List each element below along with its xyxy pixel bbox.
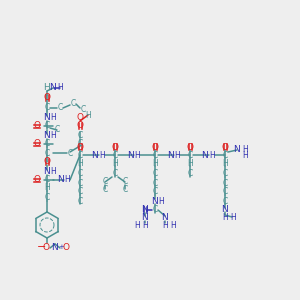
Text: N: N [202,151,208,160]
Text: C: C [222,178,228,188]
Text: C: C [77,188,83,196]
Text: C: C [54,125,60,134]
Text: C: C [188,169,193,178]
Text: O: O [62,244,70,253]
Text: H: H [242,146,248,154]
Text: H: H [222,158,228,167]
Text: N: N [222,206,228,214]
Text: C: C [122,178,128,187]
Text: H: H [142,220,148,230]
Text: H: H [209,151,215,160]
Text: O: O [43,244,50,253]
Text: H: H [242,152,248,160]
Text: H: H [77,158,83,167]
Text: H: H [230,212,236,221]
Text: N: N [44,167,50,176]
Text: H: H [85,110,91,119]
Text: H: H [50,131,56,140]
Text: C: C [112,169,118,178]
Text: C: C [222,169,228,178]
Text: H: H [187,158,193,167]
Text: H: H [162,220,168,230]
Text: N: N [50,83,56,92]
Text: O: O [76,142,83,152]
Text: H: H [57,83,63,92]
Text: N: N [162,214,168,223]
Text: O: O [187,142,194,152]
Text: H: H [112,158,118,167]
Text: O: O [221,142,229,152]
Text: C: C [77,130,83,140]
Text: C: C [152,169,158,178]
Text: N: N [92,151,98,160]
Text: N: N [57,176,63,184]
Text: H: H [44,83,50,92]
Text: C: C [122,184,128,194]
Text: O: O [152,142,158,152]
Text: C: C [80,106,86,115]
Text: C: C [152,206,158,214]
Text: N: N [127,151,134,160]
Text: C: C [152,178,158,188]
Text: C: C [102,178,108,187]
Text: C: C [222,151,228,160]
Text: C: C [222,188,228,196]
Text: N: N [142,214,148,223]
Text: C: C [77,169,83,178]
Text: C: C [77,178,83,188]
Text: H: H [99,151,105,160]
Text: H: H [170,220,176,230]
Text: C: C [112,151,118,160]
Text: H: H [50,167,56,176]
Text: N: N [44,131,50,140]
Text: O: O [44,94,50,103]
Text: H: H [44,184,50,193]
Text: C: C [77,151,83,160]
Text: C: C [44,140,50,148]
Text: C: C [44,103,50,112]
Text: N: N [234,146,240,154]
Text: C: C [152,188,158,196]
Text: C: C [68,148,73,158]
Text: C: C [188,151,193,160]
Text: H: H [158,196,164,206]
Text: O: O [76,113,83,122]
Text: H: H [222,212,228,221]
Text: C: C [57,103,63,112]
Text: C: C [222,196,228,206]
Text: C: C [44,194,50,202]
Text: C: C [44,122,50,130]
Text: O: O [34,140,40,148]
Text: C: C [77,139,83,148]
Text: H: H [152,158,158,167]
Text: C: C [70,100,76,109]
Text: O: O [34,122,40,130]
Text: C: C [44,176,50,184]
Text: O: O [112,142,118,152]
Text: H: H [50,113,56,122]
Text: C: C [152,151,158,160]
Text: +: + [58,244,64,250]
Text: O: O [76,122,83,130]
Text: H: H [134,220,140,230]
Text: C: C [44,148,50,158]
Text: C: C [102,184,108,194]
Text: −: − [37,242,47,252]
Text: N: N [152,196,158,206]
Text: N: N [52,242,58,251]
Text: N: N [44,113,50,122]
Text: H: H [64,176,70,184]
Text: N: N [167,151,173,160]
Text: H: H [134,151,140,160]
Text: O: O [44,158,50,166]
Text: N: N [142,206,148,214]
Text: O: O [34,176,40,184]
Text: H: H [174,151,180,160]
Text: C: C [77,196,83,206]
